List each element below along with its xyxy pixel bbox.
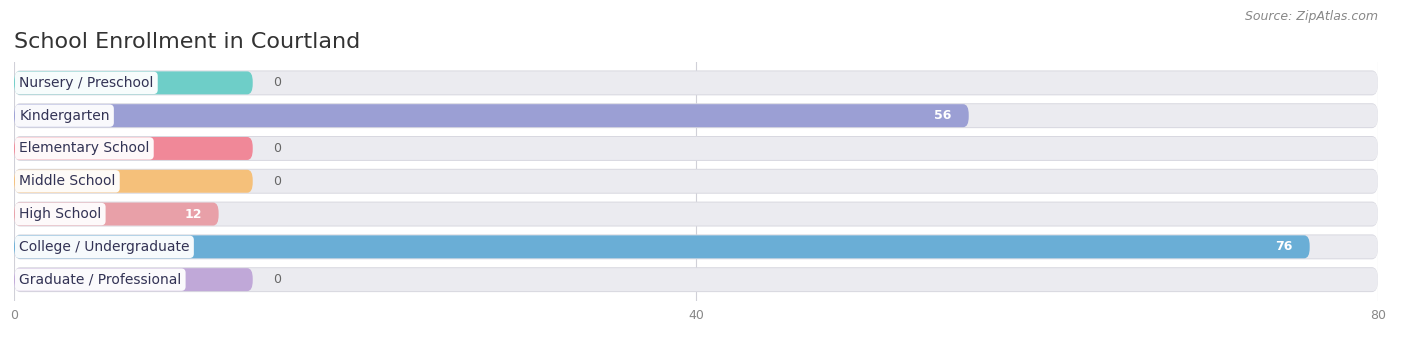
Text: Graduate / Professional: Graduate / Professional — [20, 273, 181, 287]
FancyBboxPatch shape — [14, 234, 1378, 259]
FancyBboxPatch shape — [14, 268, 1378, 291]
FancyBboxPatch shape — [14, 104, 1378, 127]
Text: 0: 0 — [273, 142, 281, 155]
FancyBboxPatch shape — [14, 137, 1378, 160]
Text: High School: High School — [20, 207, 101, 221]
Text: Nursery / Preschool: Nursery / Preschool — [20, 76, 153, 90]
FancyBboxPatch shape — [14, 70, 1378, 95]
FancyBboxPatch shape — [14, 235, 1310, 258]
Text: Kindergarten: Kindergarten — [20, 109, 110, 123]
Text: 76: 76 — [1275, 240, 1292, 253]
Text: 0: 0 — [273, 273, 281, 286]
Text: College / Undergraduate: College / Undergraduate — [20, 240, 190, 254]
FancyBboxPatch shape — [14, 169, 1378, 194]
FancyBboxPatch shape — [14, 136, 1378, 161]
Text: 56: 56 — [935, 109, 952, 122]
FancyBboxPatch shape — [14, 202, 1378, 225]
FancyBboxPatch shape — [14, 137, 253, 160]
Text: Middle School: Middle School — [20, 174, 115, 188]
Text: Elementary School: Elementary School — [20, 142, 149, 156]
FancyBboxPatch shape — [14, 201, 1378, 226]
FancyBboxPatch shape — [14, 235, 1378, 258]
FancyBboxPatch shape — [14, 170, 253, 193]
FancyBboxPatch shape — [14, 103, 1378, 128]
Text: Source: ZipAtlas.com: Source: ZipAtlas.com — [1244, 10, 1378, 23]
Text: 12: 12 — [184, 208, 201, 221]
Text: 0: 0 — [273, 175, 281, 188]
FancyBboxPatch shape — [14, 71, 253, 94]
FancyBboxPatch shape — [14, 202, 219, 225]
FancyBboxPatch shape — [14, 268, 253, 291]
Text: School Enrollment in Courtland: School Enrollment in Courtland — [14, 32, 360, 52]
FancyBboxPatch shape — [14, 104, 969, 127]
FancyBboxPatch shape — [14, 267, 1378, 292]
FancyBboxPatch shape — [14, 71, 1378, 94]
FancyBboxPatch shape — [14, 170, 1378, 193]
Text: 0: 0 — [273, 76, 281, 89]
